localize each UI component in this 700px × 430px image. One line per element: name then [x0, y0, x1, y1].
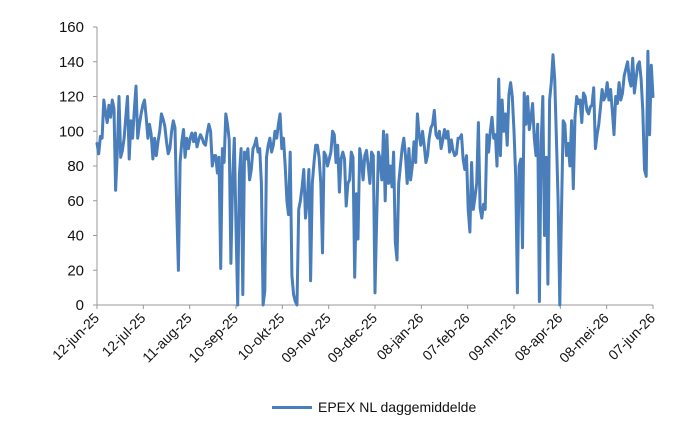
legend-swatch	[272, 405, 312, 409]
x-tick-label: 07-jun-26	[605, 310, 658, 363]
y-tick-label: 80	[67, 158, 84, 175]
y-tick-label: 20	[67, 262, 84, 279]
x-tick-label: 07-feb-26	[419, 310, 473, 364]
x-tick-label: 08-mei-26	[556, 310, 612, 366]
x-tick-label: 10-sep-25	[185, 310, 241, 366]
x-tick-label: 09-dec-25	[324, 310, 380, 366]
x-tick-label: 12-jun-25	[49, 310, 102, 363]
plot-area	[95, 49, 655, 307]
x-tick-label: 09-mrt-26	[465, 310, 519, 364]
x-tick-label: 09-nov-25	[278, 310, 334, 366]
y-axis: 0 20 40 60 80 100 120 140 160	[59, 19, 98, 314]
x-tick-label: 08-jan-26	[373, 310, 426, 363]
y-tick-label: 0	[76, 297, 84, 314]
y-tick-label: 100	[59, 123, 84, 140]
y-tick-label: 120	[59, 89, 84, 106]
x-tick-label: 11-aug-25	[139, 310, 195, 366]
legend-label: EPEX NL daggemiddelde	[318, 399, 477, 415]
y-tick-label: 160	[59, 19, 84, 36]
x-axis: 12-jun-2512-jul-2511-aug-2510-sep-2510-o…	[49, 304, 658, 366]
series-line-0	[95, 49, 655, 307]
y-tick-label: 140	[59, 54, 84, 71]
legend: EPEX NL daggemiddelde	[272, 399, 476, 415]
y-tick-label: 60	[67, 193, 84, 210]
y-tick-label: 40	[67, 228, 84, 245]
